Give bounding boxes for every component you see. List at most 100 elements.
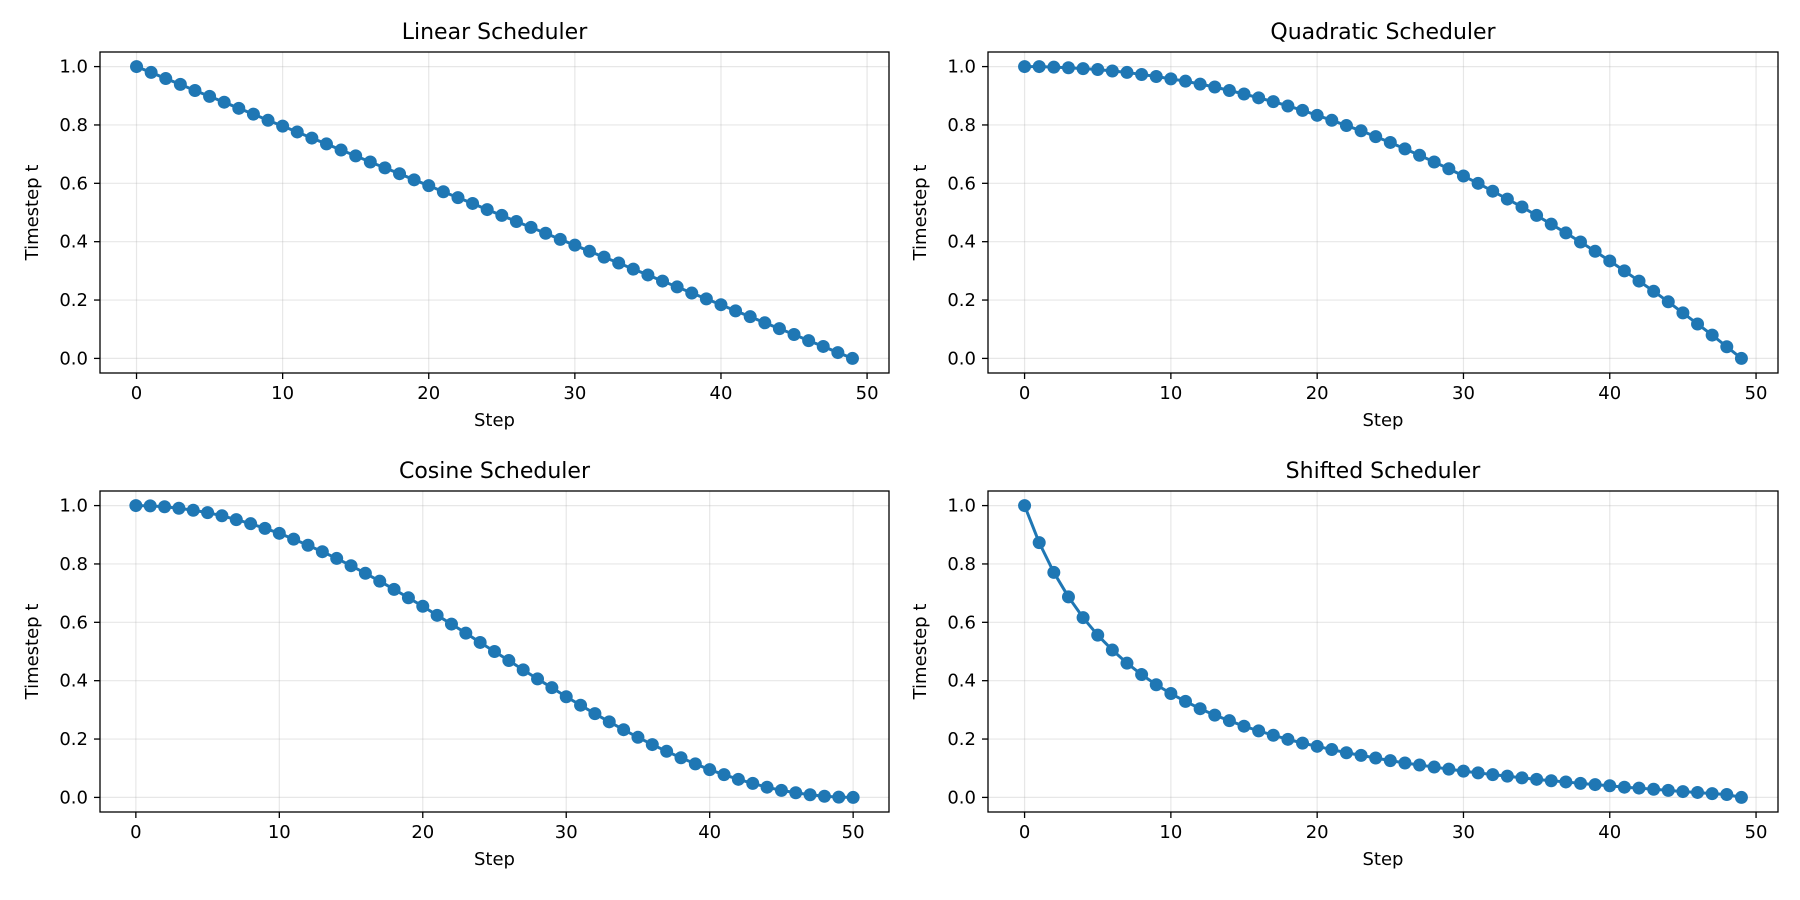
- data-point: [258, 521, 272, 535]
- data-point: [1076, 611, 1090, 625]
- data-point: [1500, 192, 1514, 206]
- data-point: [422, 179, 436, 193]
- data-point: [1647, 782, 1661, 796]
- y-tick-label: 0.0: [59, 787, 88, 808]
- data-point: [1632, 781, 1646, 795]
- data-point: [772, 322, 786, 336]
- x-tick-label: 30: [1452, 822, 1475, 843]
- data-point: [158, 500, 172, 514]
- data-point: [1427, 155, 1441, 169]
- y-tick-label: 0.4: [947, 671, 976, 692]
- data-point: [774, 783, 788, 797]
- data-point: [602, 715, 616, 729]
- data-point: [545, 681, 559, 695]
- data-point: [1164, 687, 1178, 701]
- data-point: [1091, 63, 1105, 77]
- data-point: [130, 60, 144, 74]
- x-tick-label: 50: [856, 383, 879, 404]
- data-point: [743, 310, 757, 324]
- data-point: [645, 738, 659, 752]
- data-point: [1632, 274, 1646, 288]
- data-point: [816, 339, 830, 353]
- data-point: [1617, 264, 1631, 278]
- data-point: [1325, 743, 1339, 757]
- y-tick-label: 1.0: [59, 57, 88, 78]
- data-point: [290, 125, 304, 139]
- y-tick-label: 0.2: [947, 290, 976, 311]
- y-tick-label: 1.0: [59, 496, 88, 517]
- chart-title: Quadratic Scheduler: [1270, 20, 1496, 45]
- x-tick-label: 50: [1745, 822, 1768, 843]
- data-point: [1047, 565, 1061, 579]
- data-point: [416, 599, 430, 613]
- y-tick-label: 0.2: [59, 290, 88, 311]
- data-point: [276, 119, 290, 133]
- data-point: [473, 635, 487, 649]
- data-point: [261, 113, 275, 127]
- data-point: [1456, 764, 1470, 778]
- data-point: [846, 790, 860, 804]
- data-point: [1252, 724, 1266, 738]
- data-point: [217, 95, 231, 109]
- chart-title: Linear Scheduler: [402, 20, 588, 45]
- data-point: [1427, 760, 1441, 774]
- data-point: [1530, 208, 1544, 222]
- x-tick-label: 10: [271, 383, 294, 404]
- data-point: [1135, 668, 1149, 682]
- data-point: [1383, 135, 1397, 149]
- data-point: [817, 789, 831, 803]
- data-point: [1281, 99, 1295, 113]
- data-point: [703, 763, 717, 777]
- data-point: [1193, 702, 1207, 716]
- grid: [100, 491, 889, 812]
- x-axis-label: Step: [1363, 849, 1404, 870]
- data-point: [717, 768, 731, 782]
- data-point: [1018, 499, 1032, 513]
- data-point: [480, 203, 494, 217]
- chart-panel-3: 0 10 20 30 40 50 0.0 0.2 0.4 0.6 0.8 1.0 Cosine Sche…: [22, 459, 890, 870]
- data-point: [1471, 176, 1485, 190]
- x-tick-label: 40: [710, 383, 733, 404]
- data-point: [674, 751, 688, 765]
- data-point: [1120, 656, 1134, 670]
- x-tick-label: 0: [130, 822, 141, 843]
- data-point: [1325, 113, 1339, 127]
- y-tick-label: 0.2: [59, 729, 88, 750]
- y-tick-label: 0.4: [947, 232, 976, 253]
- data-point: [1383, 754, 1397, 768]
- data-point: [502, 654, 516, 668]
- data-point: [330, 551, 344, 565]
- x-tick-label: 10: [1159, 383, 1182, 404]
- data-point: [246, 107, 260, 121]
- data-point: [430, 608, 444, 622]
- data-point: [393, 167, 407, 181]
- data-point: [789, 786, 803, 800]
- axes-frame: [987, 51, 1779, 374]
- data-point: [344, 559, 358, 573]
- data-point: [1310, 739, 1324, 753]
- grid: [100, 52, 889, 373]
- data-point: [509, 215, 523, 229]
- data-point: [1398, 756, 1412, 770]
- data-point: [787, 327, 801, 341]
- data-point: [588, 707, 602, 721]
- data-point: [1237, 719, 1251, 733]
- data-point: [760, 780, 774, 794]
- data-point: [1193, 77, 1207, 91]
- data-point: [363, 155, 377, 169]
- x-tick-label: 40: [698, 822, 721, 843]
- data-point: [574, 698, 588, 712]
- data-point: [315, 545, 329, 559]
- data-point: [1734, 351, 1748, 365]
- data-point: [215, 509, 229, 523]
- data-point: [1442, 162, 1456, 176]
- data-point: [201, 506, 215, 520]
- y-axis-label: Timestep t: [910, 604, 931, 701]
- data-point: [582, 244, 596, 258]
- data-point: [516, 663, 530, 677]
- data-point: [670, 280, 684, 294]
- axes-frame: [99, 51, 890, 374]
- x-tick-label: 40: [1598, 822, 1621, 843]
- y-axis-label: Timestep t: [22, 165, 43, 262]
